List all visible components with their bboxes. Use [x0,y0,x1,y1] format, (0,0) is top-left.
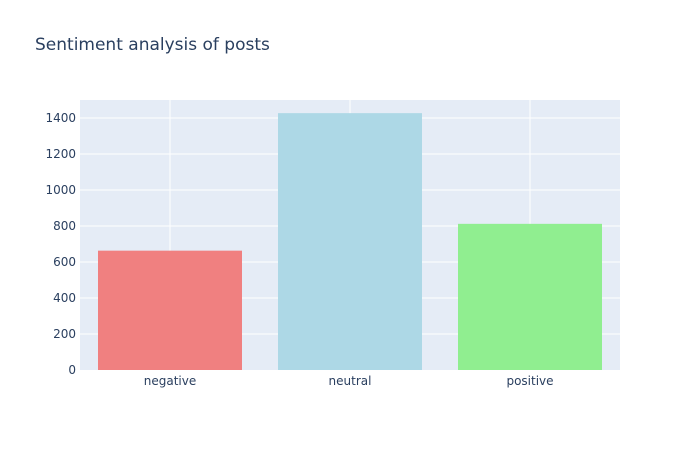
x-tick-label: neutral [329,374,372,388]
bar-positive [458,223,602,370]
x-tick-label: positive [506,374,553,388]
bar-neutral [278,113,422,370]
y-axis-ticks: 0 200 400 600 800 1000 1200 1400 [45,111,76,377]
bar-negative [98,250,242,370]
x-axis-ticks: negative neutral positive [144,374,554,388]
x-tick-label: negative [144,374,196,388]
y-tick-label: 1000 [45,183,76,197]
chart-title: Sentiment analysis of posts [35,35,270,55]
y-tick-label: 1200 [45,147,76,161]
y-tick-label: 800 [53,219,76,233]
bars [98,113,602,370]
y-tick-label: 1400 [45,111,76,125]
y-tick-label: 600 [53,255,76,269]
y-tick-label: 200 [53,327,76,341]
y-tick-label: 400 [53,291,76,305]
y-tick-label: 0 [68,363,76,377]
